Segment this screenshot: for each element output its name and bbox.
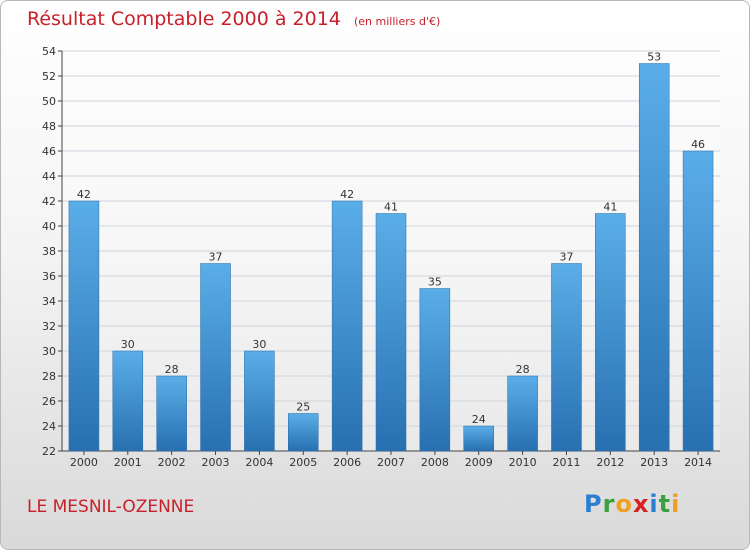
y-tick-label: 34	[42, 295, 56, 308]
bar-value-label: 41	[603, 201, 617, 214]
x-tick-label: 2011	[552, 456, 580, 469]
bar-value-label: 30	[252, 338, 266, 351]
bar	[595, 213, 626, 452]
bar-value-label: 42	[340, 188, 354, 201]
bar	[551, 263, 582, 452]
proxiti-logo: Proxiti	[584, 490, 680, 518]
y-tick-label: 26	[42, 395, 56, 408]
y-tick-label: 38	[42, 245, 56, 258]
bar-value-label: 28	[165, 363, 179, 376]
bar-value-label: 28	[516, 363, 530, 376]
bar	[244, 350, 275, 452]
y-tick-label: 50	[42, 95, 56, 108]
bar	[682, 150, 714, 452]
location-label: LE MESNIL-OZENNE	[27, 497, 195, 517]
y-tick-label: 28	[42, 370, 56, 383]
x-tick-label: 2003	[202, 456, 230, 469]
y-tick-label: 40	[42, 220, 56, 233]
x-tick-label: 2010	[509, 456, 537, 469]
y-tick-label: 36	[42, 270, 56, 283]
chart-title: Résultat Comptable 2000 à 2014	[27, 8, 341, 30]
bar	[200, 263, 231, 452]
x-tick-label: 2009	[465, 456, 493, 469]
x-tick-label: 2006	[333, 456, 361, 469]
bar	[331, 200, 363, 452]
bar	[419, 288, 451, 452]
x-tick-label: 2005	[289, 456, 317, 469]
logo-letter: P	[584, 490, 603, 518]
y-tick-label: 32	[42, 320, 56, 333]
logo-letter: o	[615, 490, 633, 518]
bar	[375, 213, 407, 452]
y-tick-label: 46	[42, 145, 56, 158]
bar	[288, 413, 319, 452]
bar-value-label: 46	[691, 138, 705, 151]
y-tick-label: 52	[42, 70, 56, 83]
y-tick-label: 22	[42, 445, 56, 458]
x-tick-label: 2012	[596, 456, 624, 469]
logo-letter: i	[649, 490, 659, 518]
x-tick-label: 2014	[684, 456, 712, 469]
bar-value-label: 37	[209, 251, 223, 264]
bar	[112, 350, 144, 452]
bar-value-label: 25	[296, 401, 310, 414]
bar-value-label: 24	[472, 413, 486, 426]
bar-value-label: 41	[384, 201, 398, 214]
y-tick-label: 24	[42, 420, 56, 433]
chart-subtitle: (en milliers d'€)	[353, 15, 441, 28]
bar	[638, 63, 670, 452]
y-tick-label: 42	[42, 195, 56, 208]
x-tick-label: 2002	[158, 456, 186, 469]
x-tick-label: 2001	[114, 456, 142, 469]
y-tick-label: 44	[42, 170, 56, 183]
bar-value-label: 35	[428, 276, 442, 289]
y-tick-label: 48	[42, 120, 56, 133]
x-tick-label: 2013	[640, 456, 668, 469]
bar	[156, 375, 187, 452]
bar-value-label: 37	[559, 251, 573, 264]
bar-value-label: 30	[121, 338, 135, 351]
x-tick-label: 2007	[377, 456, 405, 469]
bar	[507, 375, 538, 452]
chart-title-block: Résultat Comptable 2000 à 2014 (en milli…	[27, 8, 440, 30]
bar	[463, 425, 494, 452]
x-tick-label: 2004	[245, 456, 273, 469]
logo-letter: x	[632, 490, 650, 518]
logo-letter: i	[671, 490, 681, 518]
bar-value-label: 53	[647, 51, 661, 64]
bar	[68, 200, 100, 452]
logo-letter: r	[602, 490, 616, 518]
bar-value-label: 42	[77, 188, 91, 201]
y-tick-label: 54	[42, 45, 56, 58]
x-tick-label: 2008	[421, 456, 449, 469]
y-tick-label: 30	[42, 345, 56, 358]
x-tick-label: 2000	[70, 456, 98, 469]
logo-letter: t	[658, 490, 672, 518]
